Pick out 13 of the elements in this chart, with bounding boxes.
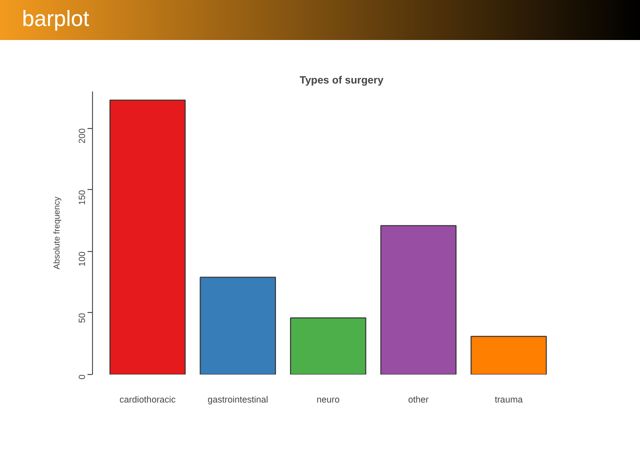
y-tick-label: 150 xyxy=(77,190,87,205)
y-axis-title: Absolute frequency xyxy=(52,196,62,270)
x-tick-label: trauma xyxy=(494,394,523,404)
x-tick-label: cardiothoracic xyxy=(120,394,176,404)
x-tick-label: neuro xyxy=(316,394,340,404)
x-tick-label: other xyxy=(408,394,429,404)
y-tick-label: 200 xyxy=(77,128,87,144)
x-tick-label: gastrointestinal xyxy=(208,394,268,404)
text: barplot xyxy=(22,5,90,33)
y-tick-label: 0 xyxy=(77,374,87,380)
y-tick-label: 50 xyxy=(77,312,87,323)
y-tick-label: 100 xyxy=(77,251,87,266)
chart-title: Types of surgery xyxy=(300,74,384,86)
